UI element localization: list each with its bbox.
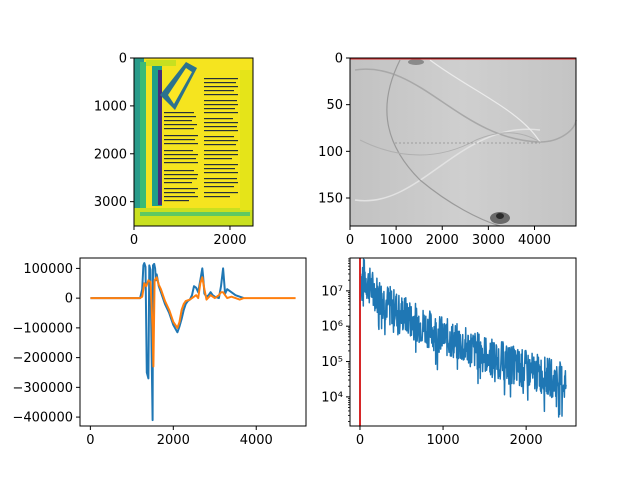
bottom-right-axes-frame xyxy=(349,257,577,427)
series-line-1 xyxy=(90,262,245,422)
bottom-left-series xyxy=(90,262,296,422)
x-tick-label: 2000 xyxy=(213,233,246,248)
x-tick-label: 0 xyxy=(356,433,364,448)
y-tick-label: 150 xyxy=(318,192,343,207)
grayscale-image xyxy=(350,58,577,227)
x-tick-label: 0 xyxy=(130,233,138,248)
y-tick-label: −300000 xyxy=(12,381,73,396)
y-tick-label: 100 xyxy=(318,145,343,160)
y-tick-label: −100000 xyxy=(12,321,73,336)
x-tick-label: 2000 xyxy=(157,433,190,448)
x-tick-label: 3000 xyxy=(472,233,505,248)
y-tick-label: 100000 xyxy=(23,262,73,277)
y-tick-label: 1000 xyxy=(94,99,127,114)
bottom-right-log-axes xyxy=(349,257,577,427)
bottom-left-line-axes xyxy=(79,257,307,427)
y-tick-label: 10⁵ xyxy=(321,355,343,370)
x-tick-label: 0 xyxy=(86,433,94,448)
y-tick-label: 50 xyxy=(326,98,343,113)
spectrum-line xyxy=(359,258,567,418)
y-tick-label: −400000 xyxy=(12,411,73,426)
series-line-2 xyxy=(90,276,296,368)
x-tick-label: 1000 xyxy=(380,233,413,248)
x-tick-label: 0 xyxy=(346,233,354,248)
y-tick-label: 10⁷ xyxy=(321,284,343,299)
y-tick-label: 0 xyxy=(65,292,73,307)
bottom-left-axes-frame xyxy=(79,257,307,427)
y-tick-label: 3000 xyxy=(94,195,127,210)
y-tick-label: 0 xyxy=(335,52,343,67)
bottom-right-series xyxy=(359,258,567,418)
x-tick-label: 1000 xyxy=(427,433,460,448)
x-tick-label: 2000 xyxy=(510,433,543,448)
x-tick-label: 2000 xyxy=(426,233,459,248)
top-right-axes-frame xyxy=(349,57,577,227)
top-right-image-axes xyxy=(349,57,577,227)
top-left-image-axes xyxy=(133,57,254,227)
y-tick-label: 2000 xyxy=(94,147,127,162)
x-tick-label: 4000 xyxy=(240,433,273,448)
y-tick-label: 10⁶ xyxy=(321,320,343,335)
text-column-right xyxy=(204,78,238,198)
y-tick-label: 0 xyxy=(119,52,127,67)
top-left-axes-frame xyxy=(133,57,254,227)
y-tick-label: 10⁴ xyxy=(321,390,343,405)
x-tick-label: 4000 xyxy=(518,233,551,248)
viridis-image xyxy=(134,58,253,226)
text-column-left xyxy=(164,112,198,202)
y-tick-label: −200000 xyxy=(12,351,73,366)
